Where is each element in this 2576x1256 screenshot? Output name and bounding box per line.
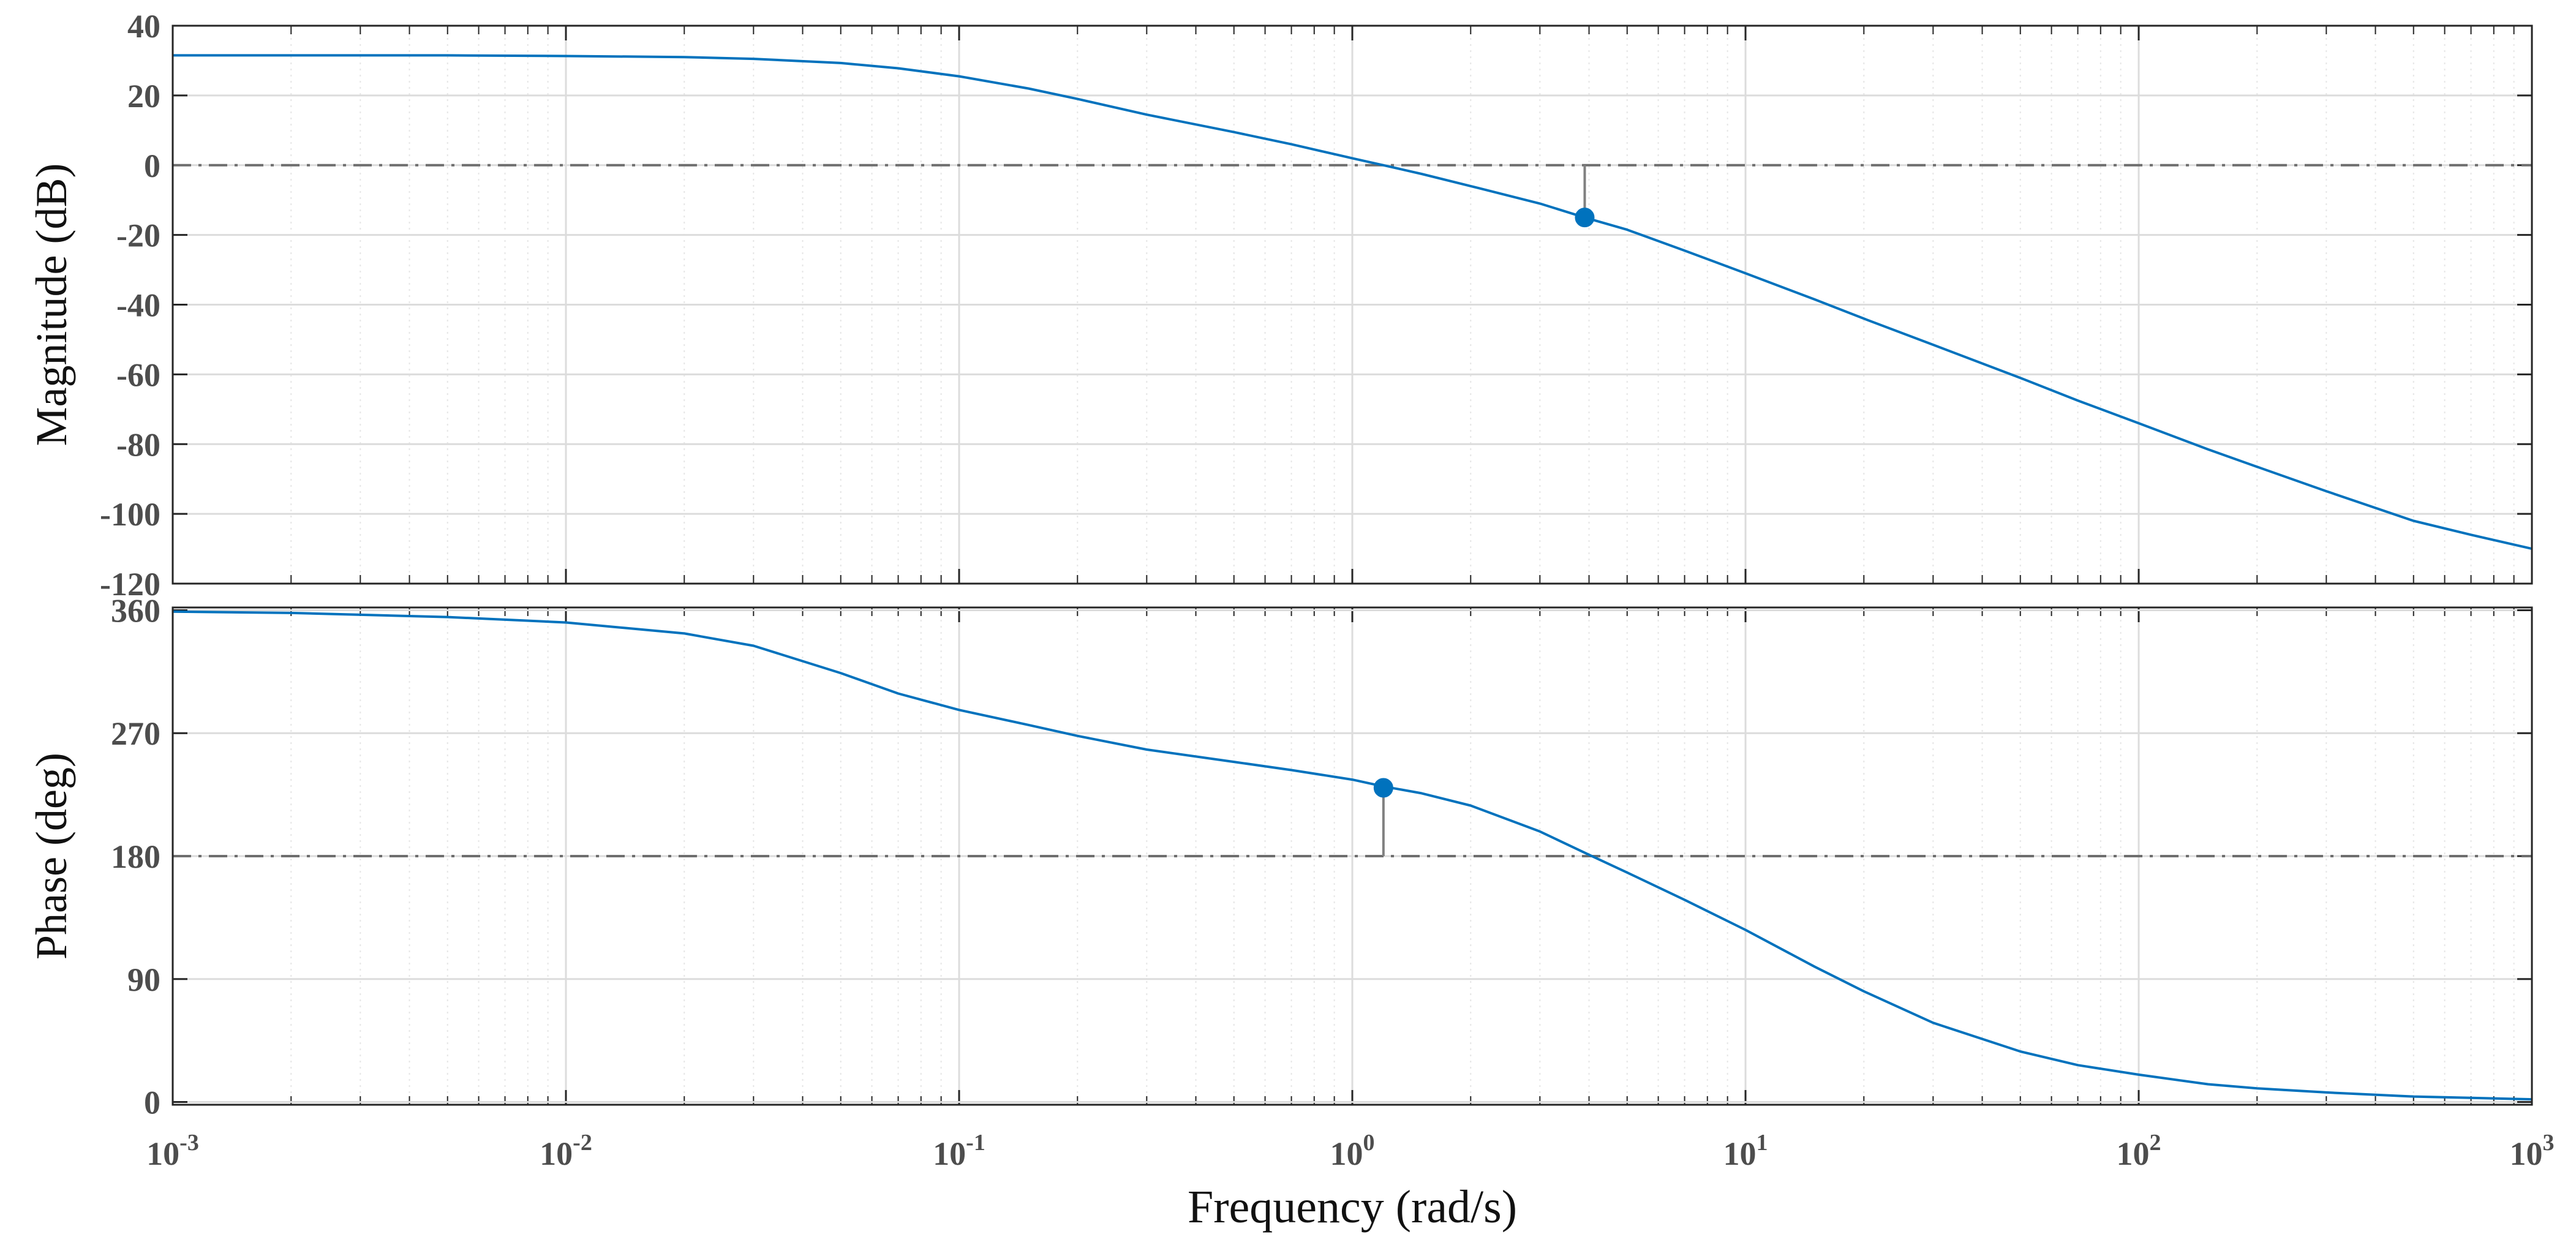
- x-tick-label: 102: [2117, 1130, 2161, 1172]
- x-tick-label: 100: [1330, 1130, 1375, 1172]
- x-tick-exponent: -2: [573, 1130, 592, 1156]
- x-tick-base: 10: [1723, 1135, 1757, 1172]
- magnitude-y-tick-label: 40: [127, 8, 160, 45]
- x-tick-label: 10-2: [540, 1130, 592, 1172]
- phase-y-tick-label: 90: [127, 961, 160, 998]
- magnitude-axes-frame: [171, 24, 2533, 585]
- magnitude-panel: 40 20 0 -20 -40 -60 -80 -100 -120 Magnitude (dB): [27, 8, 2533, 603]
- x-tick-label: 10-1: [933, 1130, 985, 1172]
- x-axis-label: Frequency (rad/s): [1188, 1181, 1517, 1233]
- x-tick-exponent: -1: [966, 1130, 985, 1156]
- magnitude-y-tick-label: -100: [100, 496, 160, 533]
- magnitude-y-tick-label: -20: [116, 217, 160, 254]
- magnitude-y-tick-label: -80: [116, 426, 160, 463]
- magnitude-y-tick-label: 0: [144, 148, 160, 184]
- x-tick-base: 10: [146, 1135, 179, 1172]
- magnitude-y-tick-label: 20: [127, 78, 160, 115]
- x-tick-base: 10: [1330, 1135, 1363, 1172]
- phase-y-tick-labels: 360 270 180 90 0: [111, 592, 160, 1121]
- magnitude-axis-label: Magnitude (dB): [27, 164, 76, 446]
- phase-y-tick-label: 360: [111, 592, 160, 629]
- magnitude-curve: [173, 54, 2533, 551]
- x-tick-label: 10-3: [146, 1130, 199, 1172]
- magnitude-margin-marker: [1575, 208, 1595, 228]
- x-tick-exponent: -3: [179, 1130, 199, 1156]
- x-tick-base: 10: [933, 1135, 966, 1172]
- x-tick-exponent: 2: [2150, 1130, 2161, 1156]
- x-tick-exponent: 3: [2543, 1130, 2555, 1156]
- x-tick-exponent: 0: [1363, 1130, 1375, 1156]
- phase-curve: [172, 610, 2533, 1101]
- magnitude-y-tick-labels: 40 20 0 -20 -40 -60 -80 -100 -120: [100, 8, 160, 603]
- phase-series: [172, 610, 2533, 1101]
- phase-y-tick-label: 0: [144, 1085, 160, 1121]
- phase-y-tick-label: 180: [111, 838, 160, 875]
- phase-grid: [171, 607, 2533, 1105]
- x-tick-label: 101: [1723, 1130, 1768, 1172]
- phase-panel: 360 270 180 90 0 Phase (deg): [27, 592, 2533, 1121]
- x-tick-base: 10: [2117, 1135, 2150, 1172]
- magnitude-y-tick-label: -60: [116, 356, 160, 393]
- x-tick-label: 103: [2510, 1130, 2555, 1172]
- x-tick-labels: 10-3 10-2 10-1 100 101 102 103: [146, 1130, 2554, 1172]
- magnitude-series: [173, 54, 2533, 551]
- x-tick-base: 10: [540, 1135, 573, 1172]
- x-tick-exponent: 1: [1757, 1130, 1768, 1156]
- x-tick-base: 10: [2510, 1135, 2543, 1172]
- phase-margin-marker: [1373, 778, 1393, 798]
- phase-axis-label: Phase (deg): [27, 753, 76, 960]
- phase-y-tick-label: 270: [111, 715, 160, 752]
- magnitude-y-tick-label: -120: [100, 566, 160, 603]
- phase-axes-frame: [171, 606, 2533, 1106]
- magnitude-grid: [171, 24, 2533, 585]
- magnitude-y-tick-label: -40: [116, 287, 160, 324]
